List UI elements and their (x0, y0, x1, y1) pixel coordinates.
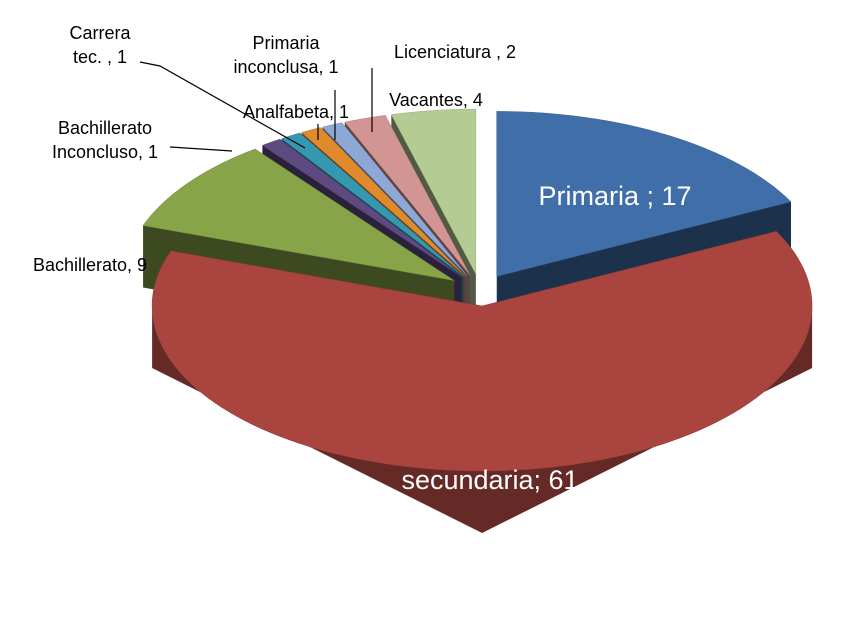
slice (261, 138, 462, 278)
data-label: Bachillerato, 9 (32, 255, 148, 275)
slice (390, 108, 477, 275)
slice (281, 132, 464, 277)
data-label: Primaria inconclusa, 1 (233, 33, 339, 77)
slice (496, 111, 792, 277)
data-label: Carrera tec. , 1 (69, 23, 131, 67)
slice (301, 127, 466, 277)
slice (344, 115, 471, 275)
slice (151, 231, 813, 472)
data-label: Bachillerato Inconcluso, 1 (51, 118, 159, 162)
slice-wall (152, 306, 813, 533)
data-label: Analfabeta, 1 (242, 102, 350, 122)
leader-line (169, 146, 233, 152)
leader-line (139, 61, 306, 149)
data-label: Vacantes, 4 (389, 90, 483, 110)
slice (142, 148, 455, 281)
data-label: Primaria ; 17 (538, 181, 692, 211)
slice (321, 122, 468, 276)
data-label: secundaria; 61 (401, 465, 579, 495)
data-label: Licenciatura , 2 (393, 42, 517, 62)
slices (142, 108, 813, 533)
